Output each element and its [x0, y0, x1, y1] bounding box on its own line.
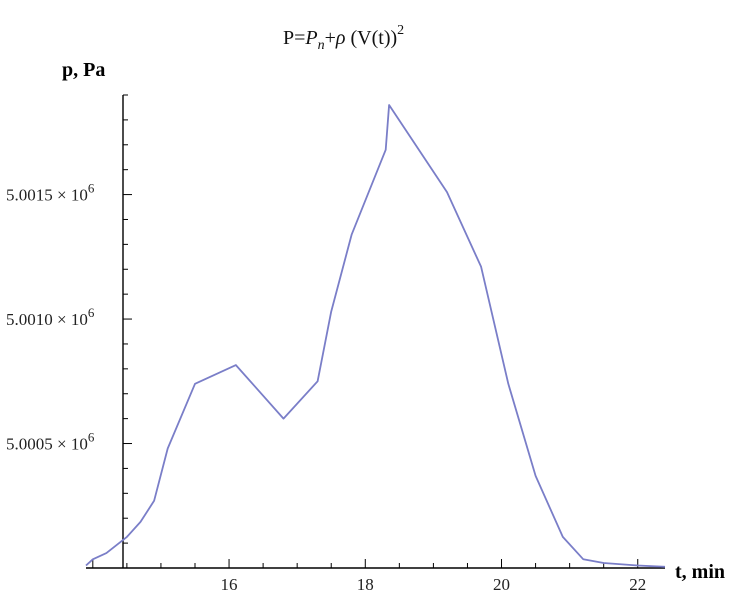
title-pn: P [304, 27, 317, 49]
title-rest: (V(t)) [346, 27, 398, 49]
title-rho: ρ [335, 27, 346, 49]
title-plus: + [325, 27, 336, 49]
series-line [85, 104, 666, 568]
x-tick-label: 16 [221, 575, 238, 594]
title-pn-subscript: n [318, 38, 325, 53]
title-prefix: P= [283, 27, 305, 49]
x-tick-label: 18 [357, 575, 374, 594]
y-ticks: 5.0005 × 106 5.0010 × 106 5.0015 × 106 [6, 94, 132, 569]
x-tick-label: 20 [493, 575, 510, 594]
chart-title: P=Pn+ρ (V(t))2 [283, 23, 404, 53]
x-axis-label: t, min [675, 561, 725, 583]
y-axis-label: p, Pa [62, 59, 105, 81]
y-tick-label: 5.0005 × 106 [6, 430, 95, 454]
x-tick-label: 22 [629, 575, 646, 594]
y-tick-label: 5.0010 × 106 [6, 305, 95, 329]
title-power: 2 [397, 23, 404, 38]
y-tick-label: 5.0015 × 106 [6, 181, 95, 205]
x-ticks: 16 18 20 22 [92, 559, 646, 594]
